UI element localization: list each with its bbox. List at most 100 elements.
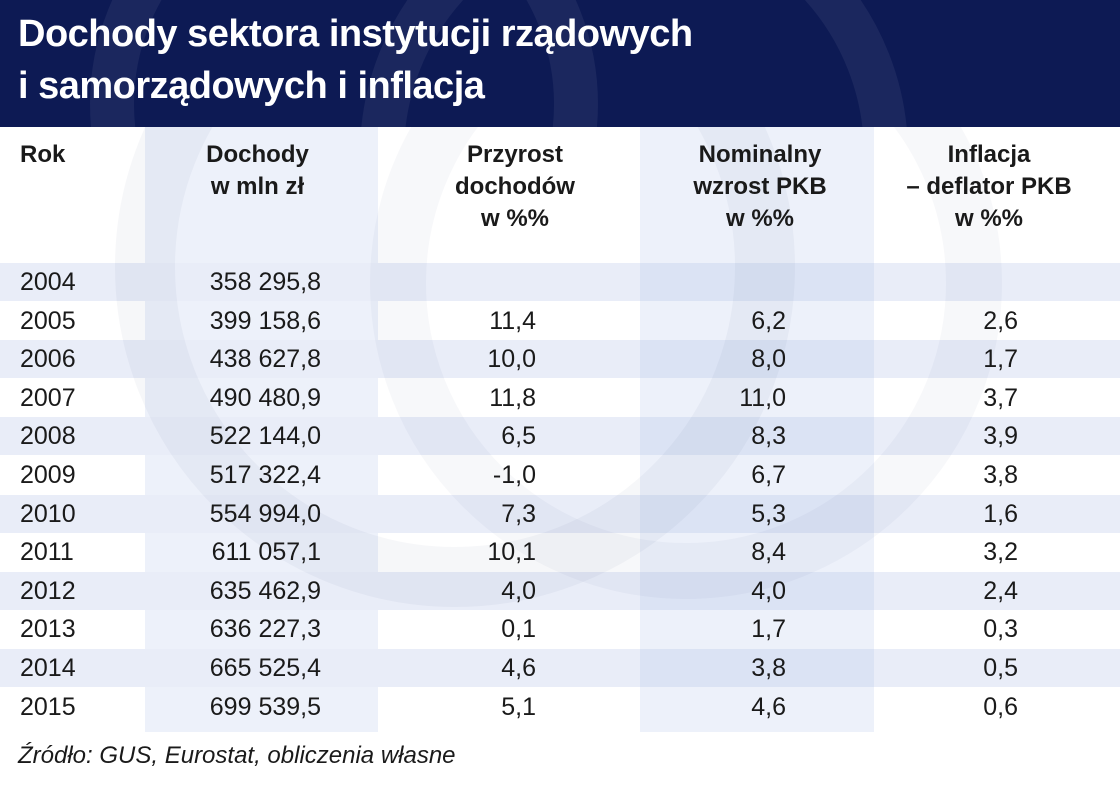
column-header-line: Rok (20, 141, 66, 168)
cell-income: 699 539,5 (209, 692, 321, 721)
cell-income-growth: 6,5 (501, 422, 536, 451)
cell-inflation: 3,2 (983, 538, 1018, 567)
cell-nominal-gdp: 4,6 (751, 692, 786, 721)
row-band-column-overlap (640, 494, 874, 533)
table-row: 2006 438 627,8 10,0 8,0 1,7 (0, 340, 1120, 378)
column-header-line: w %% (954, 205, 1023, 232)
cell-inflation: 2,6 (983, 306, 1018, 335)
row-band-column-overlap (640, 649, 874, 687)
cell-income: 358 295,8 (209, 268, 321, 296)
column-header: Rok (20, 139, 100, 171)
cell-income-growth: 5,1 (501, 692, 536, 721)
row-band (0, 263, 1120, 301)
cell-year: 2009 (20, 461, 76, 489)
cell-year: 2005 (20, 306, 76, 335)
row-band (0, 494, 1120, 533)
cell-income: 517 322,4 (209, 461, 321, 489)
cell-income: 635 462,9 (209, 576, 321, 605)
row-band-column-overlap (640, 340, 874, 379)
cell-nominal-gdp: 5,3 (751, 499, 786, 528)
cell-inflation: 3,7 (983, 383, 1018, 412)
column-header-line: dochodów (455, 173, 575, 200)
cell-income: 611 057,1 (211, 538, 321, 567)
cell-inflation: 3,8 (983, 461, 1018, 489)
table-row: 2013 636 227,3 0,1 1,7 0,3 (0, 610, 1120, 648)
cell-nominal-gdp: 8,0 (751, 345, 786, 374)
table-row: 2014 665 525,4 4,6 3,8 0,5 (0, 649, 1120, 687)
cell-inflation: 3,9 (983, 422, 1018, 451)
cell-nominal-gdp: 6,2 (751, 306, 786, 335)
cell-inflation: 0,6 (983, 692, 1018, 721)
table-row: 2009 517 322,4 -1,0 6,7 3,8 (0, 456, 1120, 494)
row-band-column-overlap (640, 417, 874, 456)
title-banner: Dochody sektora instytucji rządowych i s… (0, 0, 1120, 127)
title-line-2: i samorządowych i inflacja (18, 65, 485, 107)
row-band-column-overlap (640, 263, 874, 301)
cell-income-growth: 4,6 (501, 654, 536, 682)
cell-inflation: 0,5 (983, 654, 1018, 682)
table-row: 2008 522 144,0 6,5 8,3 3,9 (0, 417, 1120, 455)
cell-income: 438 627,8 (209, 345, 321, 374)
cell-income: 665 525,4 (209, 654, 321, 682)
row-band (0, 649, 1120, 687)
table-row: 2007 490 480,9 11,8 11,0 3,7 (0, 379, 1120, 417)
cell-year: 2010 (20, 499, 76, 528)
table-row: 2015 699 539,5 5,1 4,6 0,6 (0, 688, 1120, 726)
column-header: Nominalny wzrost PKB w %% (645, 139, 875, 235)
cell-year: 2006 (20, 345, 76, 374)
column-header: Inflacja – deflator PKB w %% (875, 139, 1103, 235)
column-header: Przyrost dochodów w %% (400, 139, 630, 235)
cell-nominal-gdp: 11,0 (739, 383, 786, 412)
table-row: 2005 399 158,6 11,4 6,2 2,6 (0, 302, 1120, 340)
cell-inflation (890, 263, 1018, 301)
row-band (0, 571, 1120, 610)
column-header-line: Nominalny (698, 141, 822, 168)
table-row: 2004 358 295,8 (0, 263, 1120, 301)
table-row: 2012 635 462,9 4,0 4,0 2,4 (0, 572, 1120, 610)
cell-nominal-gdp: 8,4 (751, 538, 786, 567)
source-note: Źródło: GUS, Eurostat, obliczenia własne (18, 742, 456, 769)
column-header-line: w mln zł (210, 173, 305, 200)
row-band-column-overlap (640, 571, 874, 610)
title-line-1: Dochody sektora instytucji rządowych (18, 13, 693, 55)
cell-income-growth: 4,0 (501, 576, 536, 605)
cell-income-growth: 11,8 (489, 383, 536, 412)
cell-inflation: 1,6 (983, 499, 1018, 528)
column-header-line: w %% (480, 205, 549, 232)
cell-year: 2014 (20, 654, 76, 682)
cell-income: 490 480,9 (209, 383, 321, 412)
cell-year: 2004 (20, 268, 76, 296)
cell-income-growth (380, 263, 536, 301)
cell-year: 2008 (20, 422, 76, 451)
column-header-line: Przyrost (466, 141, 564, 168)
cell-nominal-gdp: 6,7 (751, 461, 786, 489)
column-header-line: wzrost PKB (693, 173, 827, 200)
column-header-line: Inflacja (947, 141, 1031, 168)
cell-year: 2007 (20, 383, 76, 412)
cell-income: 399 158,6 (209, 306, 321, 335)
column-header-line: w %% (725, 205, 794, 232)
column-header-line: – deflator PKB (906, 173, 1072, 200)
data-table: Rok Dochody w mln zł Przyrost dochodów w %% No… (0, 127, 1120, 732)
cell-income-growth: -1,0 (492, 461, 536, 489)
cell-year: 2012 (20, 576, 76, 605)
chart-title: Dochody sektora instytucji rządowych i s… (18, 8, 693, 112)
cell-nominal-gdp: 4,0 (751, 576, 786, 605)
row-band (0, 417, 1120, 456)
cell-income: 522 144,0 (209, 422, 321, 451)
cell-inflation: 2,4 (983, 576, 1018, 605)
cell-inflation: 1,7 (983, 345, 1018, 374)
cell-income: 554 994,0 (209, 499, 321, 528)
cell-income-growth: 10,1 (487, 538, 536, 567)
cell-inflation: 0,3 (983, 615, 1018, 644)
cell-nominal-gdp: 1,7 (751, 615, 786, 644)
cell-income-growth: 7,3 (501, 499, 536, 528)
cell-income-growth: 0,1 (501, 615, 536, 644)
cell-year: 2011 (20, 538, 74, 567)
row-band (0, 340, 1120, 379)
cell-year: 2013 (20, 615, 76, 644)
cell-year: 2015 (20, 692, 76, 721)
cell-income-growth: 10,0 (487, 345, 536, 374)
cell-income: 636 227,3 (209, 615, 321, 644)
column-header: Dochody w mln zł (145, 139, 370, 203)
